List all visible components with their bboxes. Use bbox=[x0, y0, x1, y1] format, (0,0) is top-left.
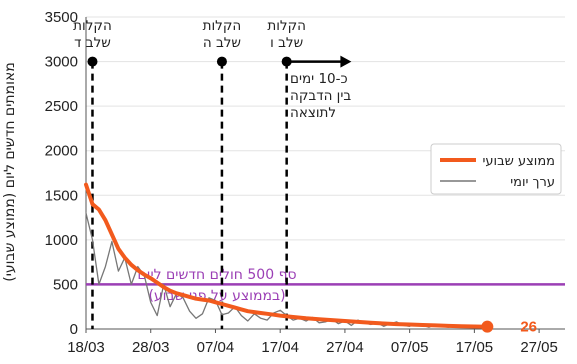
x-tick-label: 27/05 bbox=[520, 339, 558, 356]
x-tick-label: 07/04 bbox=[197, 339, 235, 356]
y-tick-label: 1000 bbox=[45, 232, 78, 249]
end-label-group: 26 bbox=[481, 319, 537, 336]
end-point bbox=[481, 320, 494, 333]
y-tick-label: 3000 bbox=[45, 54, 78, 71]
y-tick-label: 1500 bbox=[45, 187, 78, 204]
x-tick-label: 17/04 bbox=[261, 339, 299, 356]
y-ticks: 0 500 1000 1500 2000 2500 3000 3500 bbox=[45, 9, 78, 338]
y-tick-label: 500 bbox=[53, 276, 78, 293]
threshold-label-line1: סף 500 חולים חדשים ליום bbox=[137, 267, 296, 283]
legend: ממוצע שבועי ערך יומי bbox=[430, 143, 562, 195]
x-tick-label: 27/04 bbox=[326, 339, 364, 356]
event-label-line1: הקלות bbox=[203, 18, 242, 34]
arrow-note-line: לתוצאה bbox=[290, 105, 336, 121]
y-tick-label: 3500 bbox=[45, 9, 78, 26]
threshold-label-line2: (בממוצע על פני שבוע) bbox=[148, 288, 285, 304]
event-label-line1: הקלות bbox=[73, 18, 112, 34]
end-value-label: 26 bbox=[520, 319, 537, 336]
x-tick-label: 18/03 bbox=[67, 339, 105, 356]
legend-label-daily: ערך יומי bbox=[510, 175, 555, 190]
x-tick-label: 28/03 bbox=[132, 339, 170, 356]
arrow-note-line: בין הדבקה bbox=[290, 88, 351, 104]
event-label-line2: שלב ה bbox=[203, 35, 241, 51]
legend-label-weekly: ממוצע שבועי bbox=[483, 154, 556, 169]
event-label-line1: הקלות bbox=[267, 18, 306, 34]
arrow-head bbox=[340, 55, 352, 68]
event-dot bbox=[87, 56, 98, 67]
event-label-line2: שלב ד bbox=[74, 35, 111, 51]
x-tick-label: 07/05 bbox=[391, 339, 429, 356]
x-tick-label: 17/05 bbox=[456, 339, 494, 356]
series-line-weekly bbox=[84, 182, 490, 329]
event-dot bbox=[216, 56, 227, 67]
event-label-line2: שלב ו bbox=[270, 35, 303, 51]
y-tick-label: 2000 bbox=[45, 143, 78, 160]
x-ticks: 18/03 28/03 07/04 17/04 27/04 07/05 17/05 27/05 bbox=[67, 329, 558, 356]
series-lines bbox=[84, 182, 490, 329]
y-axis-label: מאומתים חדשים ליום (ממוצע שבועי) bbox=[2, 62, 18, 281]
y-tick-label: 2500 bbox=[45, 98, 78, 115]
arrow-note-line: כ-10 ימים bbox=[290, 71, 348, 87]
threshold: סף 500 חולים חדשים ליום (בממוצע על פני שב… bbox=[86, 267, 565, 304]
y-tick-label: 0 bbox=[70, 321, 78, 338]
